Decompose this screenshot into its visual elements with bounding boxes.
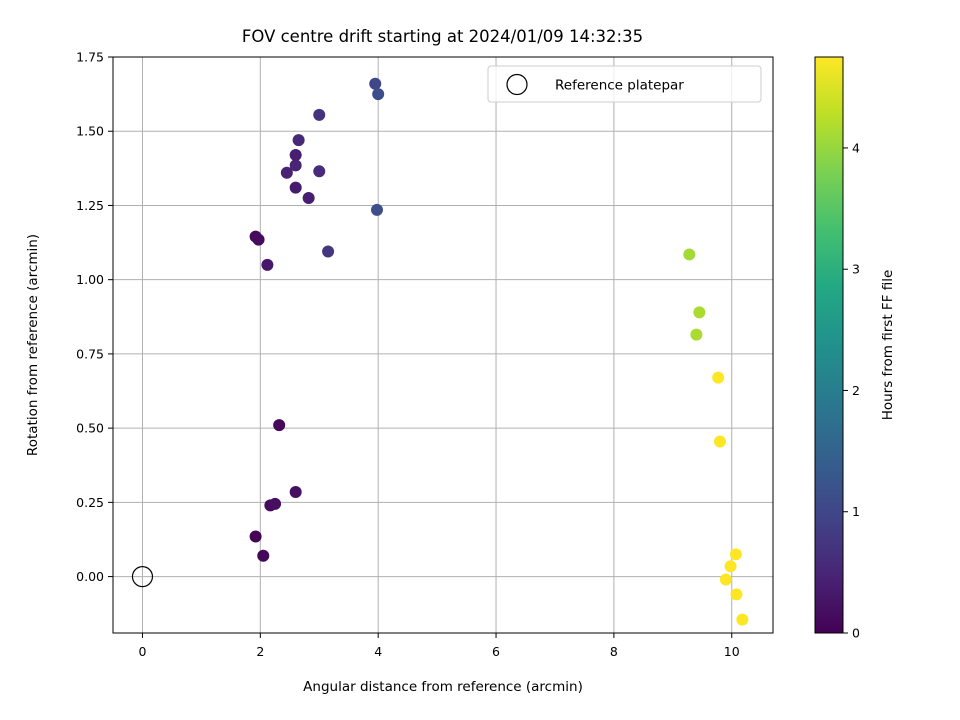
reference-point-marker bbox=[131, 565, 154, 588]
colorbar-gradient bbox=[814, 56, 844, 634]
legend-label-reference: Reference platepar bbox=[555, 78, 684, 94]
reference-marker-layer bbox=[131, 565, 154, 588]
legend-box bbox=[487, 65, 762, 103]
x-tick-label: 8 bbox=[610, 644, 618, 659]
y-tick-label: 0.00 bbox=[76, 569, 104, 584]
data-point bbox=[252, 233, 265, 246]
data-point bbox=[313, 165, 326, 178]
data-point bbox=[289, 159, 302, 172]
data-point bbox=[257, 549, 270, 562]
colorbar-tick-label: 4 bbox=[852, 140, 860, 155]
data-point bbox=[690, 328, 703, 341]
y-tick-label: 0.50 bbox=[76, 421, 104, 436]
y-axis-ticks: 0.00 0.25 0.50 0.75 1.00 1.25 1.50 1.75 bbox=[76, 50, 113, 584]
y-tick-label: 0.25 bbox=[76, 495, 104, 510]
data-point bbox=[322, 245, 335, 258]
plot-area: 0 2 4 6 8 10 0.00 0.25 0.50 0.75 1.00 1.25 1.50 1.75 bbox=[76, 50, 774, 659]
data-point bbox=[736, 613, 749, 626]
y-tick-label: 1.75 bbox=[76, 50, 104, 65]
data-point bbox=[261, 258, 274, 271]
y-tick-label: 1.00 bbox=[76, 272, 104, 287]
x-tick-label: 6 bbox=[492, 644, 500, 659]
data-point bbox=[273, 419, 286, 432]
colorbar-tick-label: 3 bbox=[852, 262, 860, 277]
colorbar-tick-label: 0 bbox=[852, 626, 860, 641]
data-point bbox=[280, 166, 293, 179]
colorbar-tick-label: 1 bbox=[852, 504, 860, 519]
y-tick-label: 1.25 bbox=[76, 198, 104, 213]
x-axis-label: Angular distance from reference (arcmin) bbox=[303, 679, 583, 695]
data-point bbox=[289, 148, 302, 161]
y-tick-label: 0.75 bbox=[76, 346, 104, 361]
data-point bbox=[724, 560, 737, 573]
x-tick-label: 4 bbox=[374, 644, 382, 659]
data-point bbox=[713, 435, 726, 448]
x-tick-label: 0 bbox=[138, 644, 146, 659]
x-tick-label: 2 bbox=[256, 644, 264, 659]
data-point bbox=[302, 192, 315, 205]
data-point bbox=[730, 588, 743, 601]
colorbar: 0 1 2 3 4 Hours from first FF file bbox=[814, 56, 896, 641]
data-point bbox=[683, 248, 696, 261]
data-points bbox=[249, 77, 749, 626]
colorbar-label: Hours from first FF file bbox=[880, 270, 896, 421]
data-point bbox=[289, 485, 302, 498]
legend: Reference platepar bbox=[487, 65, 762, 103]
data-point bbox=[313, 108, 326, 121]
colorbar-ticks: 0 1 2 3 4 bbox=[843, 140, 860, 641]
colorbar-tick-label: 2 bbox=[852, 383, 860, 398]
data-point bbox=[372, 88, 385, 101]
data-point bbox=[729, 548, 742, 561]
y-axis-label: Rotation from reference (arcmin) bbox=[25, 234, 41, 456]
data-point bbox=[292, 134, 305, 147]
data-point bbox=[369, 77, 382, 90]
x-tick-label: 10 bbox=[724, 644, 740, 659]
x-axis-ticks: 0 2 4 6 8 10 bbox=[138, 633, 740, 659]
data-point bbox=[289, 181, 302, 194]
axes-frame bbox=[112, 56, 774, 634]
legend-reference-marker bbox=[506, 73, 528, 96]
data-point bbox=[712, 371, 725, 384]
chart-title: FOV centre drift starting at 2024/01/09 … bbox=[242, 27, 643, 46]
data-point bbox=[719, 573, 732, 586]
data-point bbox=[269, 497, 282, 510]
data-point bbox=[249, 530, 262, 543]
data-point bbox=[693, 306, 706, 319]
y-tick-label: 1.50 bbox=[76, 124, 104, 139]
data-point bbox=[371, 203, 383, 216]
